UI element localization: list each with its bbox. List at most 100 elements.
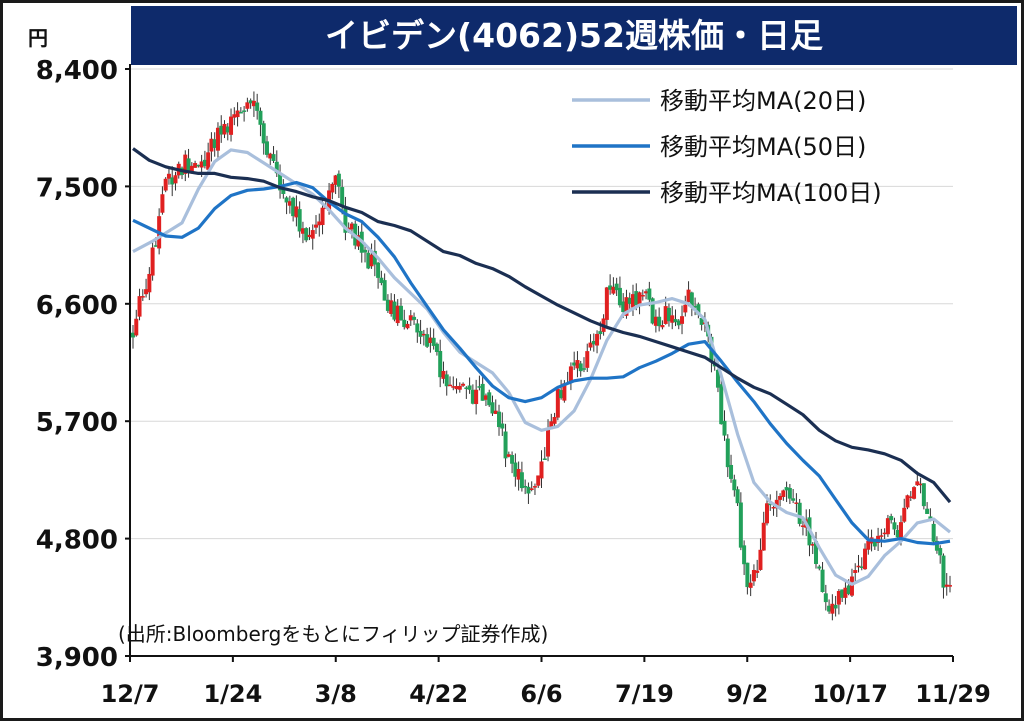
candle-down — [281, 188, 286, 195]
candle-up — [683, 304, 688, 313]
candle-up — [748, 582, 753, 588]
candle-up — [163, 178, 168, 191]
candle-up — [356, 235, 361, 247]
candle-down — [559, 390, 564, 399]
candle-down — [722, 420, 727, 436]
candle-up — [173, 175, 178, 184]
candle-up — [849, 576, 854, 596]
candle-up — [771, 507, 776, 509]
candle-down — [578, 363, 583, 372]
candle-up — [866, 540, 871, 550]
candle-up — [314, 224, 319, 228]
candle-down — [444, 374, 449, 387]
candle-down — [519, 472, 524, 489]
candle-up — [369, 254, 374, 267]
x-tick-label: 10/17 — [812, 680, 888, 708]
candle-down — [526, 486, 531, 494]
candle-down — [732, 479, 737, 491]
candle-up — [294, 206, 299, 218]
candle-up — [794, 502, 799, 504]
candle-down — [363, 249, 368, 253]
candle-up — [206, 152, 211, 170]
candle-up — [879, 535, 884, 537]
candle-up — [830, 603, 835, 614]
candle-down — [542, 458, 547, 460]
candle-up — [447, 384, 452, 387]
candle-down — [621, 301, 626, 313]
moving-average-lines — [132, 147, 952, 586]
candle-up — [405, 323, 410, 329]
candle-down — [464, 387, 469, 390]
candle-down — [385, 299, 390, 311]
candle-down — [931, 523, 936, 542]
candle-down — [598, 331, 603, 335]
candle-down — [434, 343, 439, 353]
candle-up — [160, 194, 165, 213]
axes: 3,900 4,800 5,700 6,600 7,500 8,400 12/7 1/24 3/… — [36, 56, 991, 708]
y-tick-label: 8,400 — [36, 56, 118, 86]
candle-up — [562, 383, 567, 401]
candle-up — [457, 385, 462, 390]
candle-down — [817, 566, 822, 569]
candle-down — [415, 323, 420, 333]
candle-down — [297, 209, 302, 232]
candle-down — [840, 589, 845, 598]
candle-down — [372, 250, 377, 265]
candle-down — [647, 288, 652, 300]
candle-down — [186, 158, 191, 171]
candle-down — [497, 411, 502, 428]
x-tick-label: 6/6 — [520, 680, 562, 708]
candle-down — [513, 462, 518, 477]
candle-down — [696, 304, 701, 315]
candle-up — [863, 548, 868, 570]
candle-up — [595, 333, 600, 346]
candle-up — [611, 286, 616, 294]
candle-down — [673, 319, 678, 323]
candle-up — [624, 297, 629, 316]
candle-down — [859, 566, 864, 568]
candle-down — [925, 508, 930, 514]
candle-up — [532, 486, 537, 488]
candle-up — [660, 325, 665, 328]
candle-down — [274, 161, 279, 174]
candle-down — [591, 340, 596, 345]
legend-label-ma20: 移動平均MA(20日) — [660, 87, 866, 115]
candle-down — [202, 159, 207, 167]
candle-up — [235, 110, 240, 118]
candle-down — [735, 489, 740, 504]
candle-down — [477, 386, 482, 388]
x-tick-label: 3/8 — [315, 680, 357, 708]
x-tick-label: 9/2 — [726, 680, 768, 708]
candle-up — [189, 165, 194, 172]
candle-up — [147, 273, 152, 293]
candle-down — [153, 245, 158, 247]
candle-up — [774, 499, 779, 509]
candle-down — [617, 287, 622, 306]
candle-up — [800, 525, 805, 527]
candle-down — [366, 252, 371, 269]
candle-down — [608, 285, 613, 290]
candle-up — [307, 234, 312, 238]
candle-up — [199, 161, 204, 168]
candle-down — [742, 545, 747, 565]
candle-down — [889, 516, 894, 521]
ma50-line — [132, 180, 951, 546]
candle-down — [650, 298, 655, 324]
candle-up — [810, 544, 815, 546]
candle-down — [797, 502, 802, 524]
candle-up — [222, 123, 227, 135]
candle-up — [317, 221, 322, 226]
candle-up — [948, 585, 952, 587]
candle-down — [487, 392, 492, 406]
candle-down — [398, 305, 403, 321]
candle-down — [833, 604, 838, 609]
candle-up — [604, 287, 609, 320]
candle-down — [278, 173, 283, 191]
candle-down — [258, 110, 263, 125]
candle-up — [781, 490, 786, 497]
candle-down — [938, 548, 943, 556]
candle-down — [242, 110, 247, 112]
candle-up — [441, 371, 446, 379]
candle-down — [892, 522, 897, 530]
